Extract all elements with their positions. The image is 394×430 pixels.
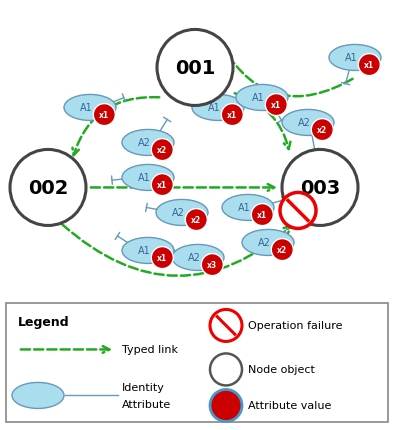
Text: x2: x2	[191, 215, 201, 224]
Text: 001: 001	[175, 59, 215, 78]
Circle shape	[185, 209, 207, 231]
Circle shape	[210, 353, 242, 386]
Text: Typed link: Typed link	[122, 344, 178, 355]
Ellipse shape	[236, 85, 288, 111]
Text: A2: A2	[297, 118, 310, 128]
Text: Node object: Node object	[248, 365, 315, 375]
Text: A2: A2	[188, 253, 201, 263]
Ellipse shape	[192, 95, 244, 121]
Ellipse shape	[122, 165, 174, 191]
Text: x1: x1	[227, 111, 237, 120]
Circle shape	[10, 150, 86, 226]
Text: A1: A1	[208, 103, 220, 113]
Ellipse shape	[12, 383, 64, 408]
Text: x1: x1	[364, 61, 374, 70]
Circle shape	[93, 104, 115, 126]
Text: A2: A2	[138, 138, 151, 148]
Ellipse shape	[122, 238, 174, 264]
Text: x1: x1	[157, 254, 167, 262]
Circle shape	[151, 247, 173, 269]
Circle shape	[251, 204, 273, 226]
Ellipse shape	[156, 200, 208, 226]
Circle shape	[151, 139, 173, 161]
Text: 002: 002	[28, 178, 68, 197]
Text: A2: A2	[171, 208, 184, 218]
Circle shape	[221, 104, 243, 126]
Text: A1: A1	[345, 53, 357, 63]
Ellipse shape	[329, 45, 381, 71]
Ellipse shape	[222, 195, 274, 221]
FancyBboxPatch shape	[6, 304, 388, 422]
Circle shape	[311, 119, 333, 141]
Text: Attribute: Attribute	[122, 399, 171, 409]
Ellipse shape	[122, 130, 174, 156]
Circle shape	[210, 390, 242, 421]
Text: A2: A2	[258, 238, 270, 248]
Ellipse shape	[172, 245, 224, 271]
Ellipse shape	[64, 95, 116, 121]
Text: A1: A1	[238, 203, 250, 213]
Text: Identity: Identity	[122, 383, 165, 393]
Circle shape	[280, 193, 316, 229]
Text: x2: x2	[157, 146, 167, 155]
Text: Operation failure: Operation failure	[248, 321, 342, 331]
Circle shape	[157, 31, 233, 106]
Text: A1: A1	[80, 103, 92, 113]
Ellipse shape	[282, 110, 334, 136]
Text: A1: A1	[138, 246, 151, 256]
Text: x1: x1	[271, 101, 281, 110]
Circle shape	[271, 239, 293, 261]
Text: 003: 003	[300, 178, 340, 197]
Text: x3: x3	[207, 261, 217, 270]
Circle shape	[201, 254, 223, 276]
Text: x1: x1	[157, 181, 167, 190]
Text: A1: A1	[252, 93, 264, 103]
Text: x2: x2	[277, 246, 287, 255]
Text: Attribute value: Attribute value	[248, 400, 331, 411]
Text: Legend: Legend	[18, 316, 70, 329]
Text: A1: A1	[138, 173, 151, 183]
Text: x1: x1	[257, 211, 268, 220]
Circle shape	[265, 94, 287, 117]
Circle shape	[210, 310, 242, 342]
Text: x1: x1	[99, 111, 110, 120]
Circle shape	[151, 174, 173, 196]
Circle shape	[282, 150, 358, 226]
Ellipse shape	[242, 230, 294, 256]
Text: x2: x2	[317, 126, 327, 135]
Circle shape	[358, 55, 380, 77]
